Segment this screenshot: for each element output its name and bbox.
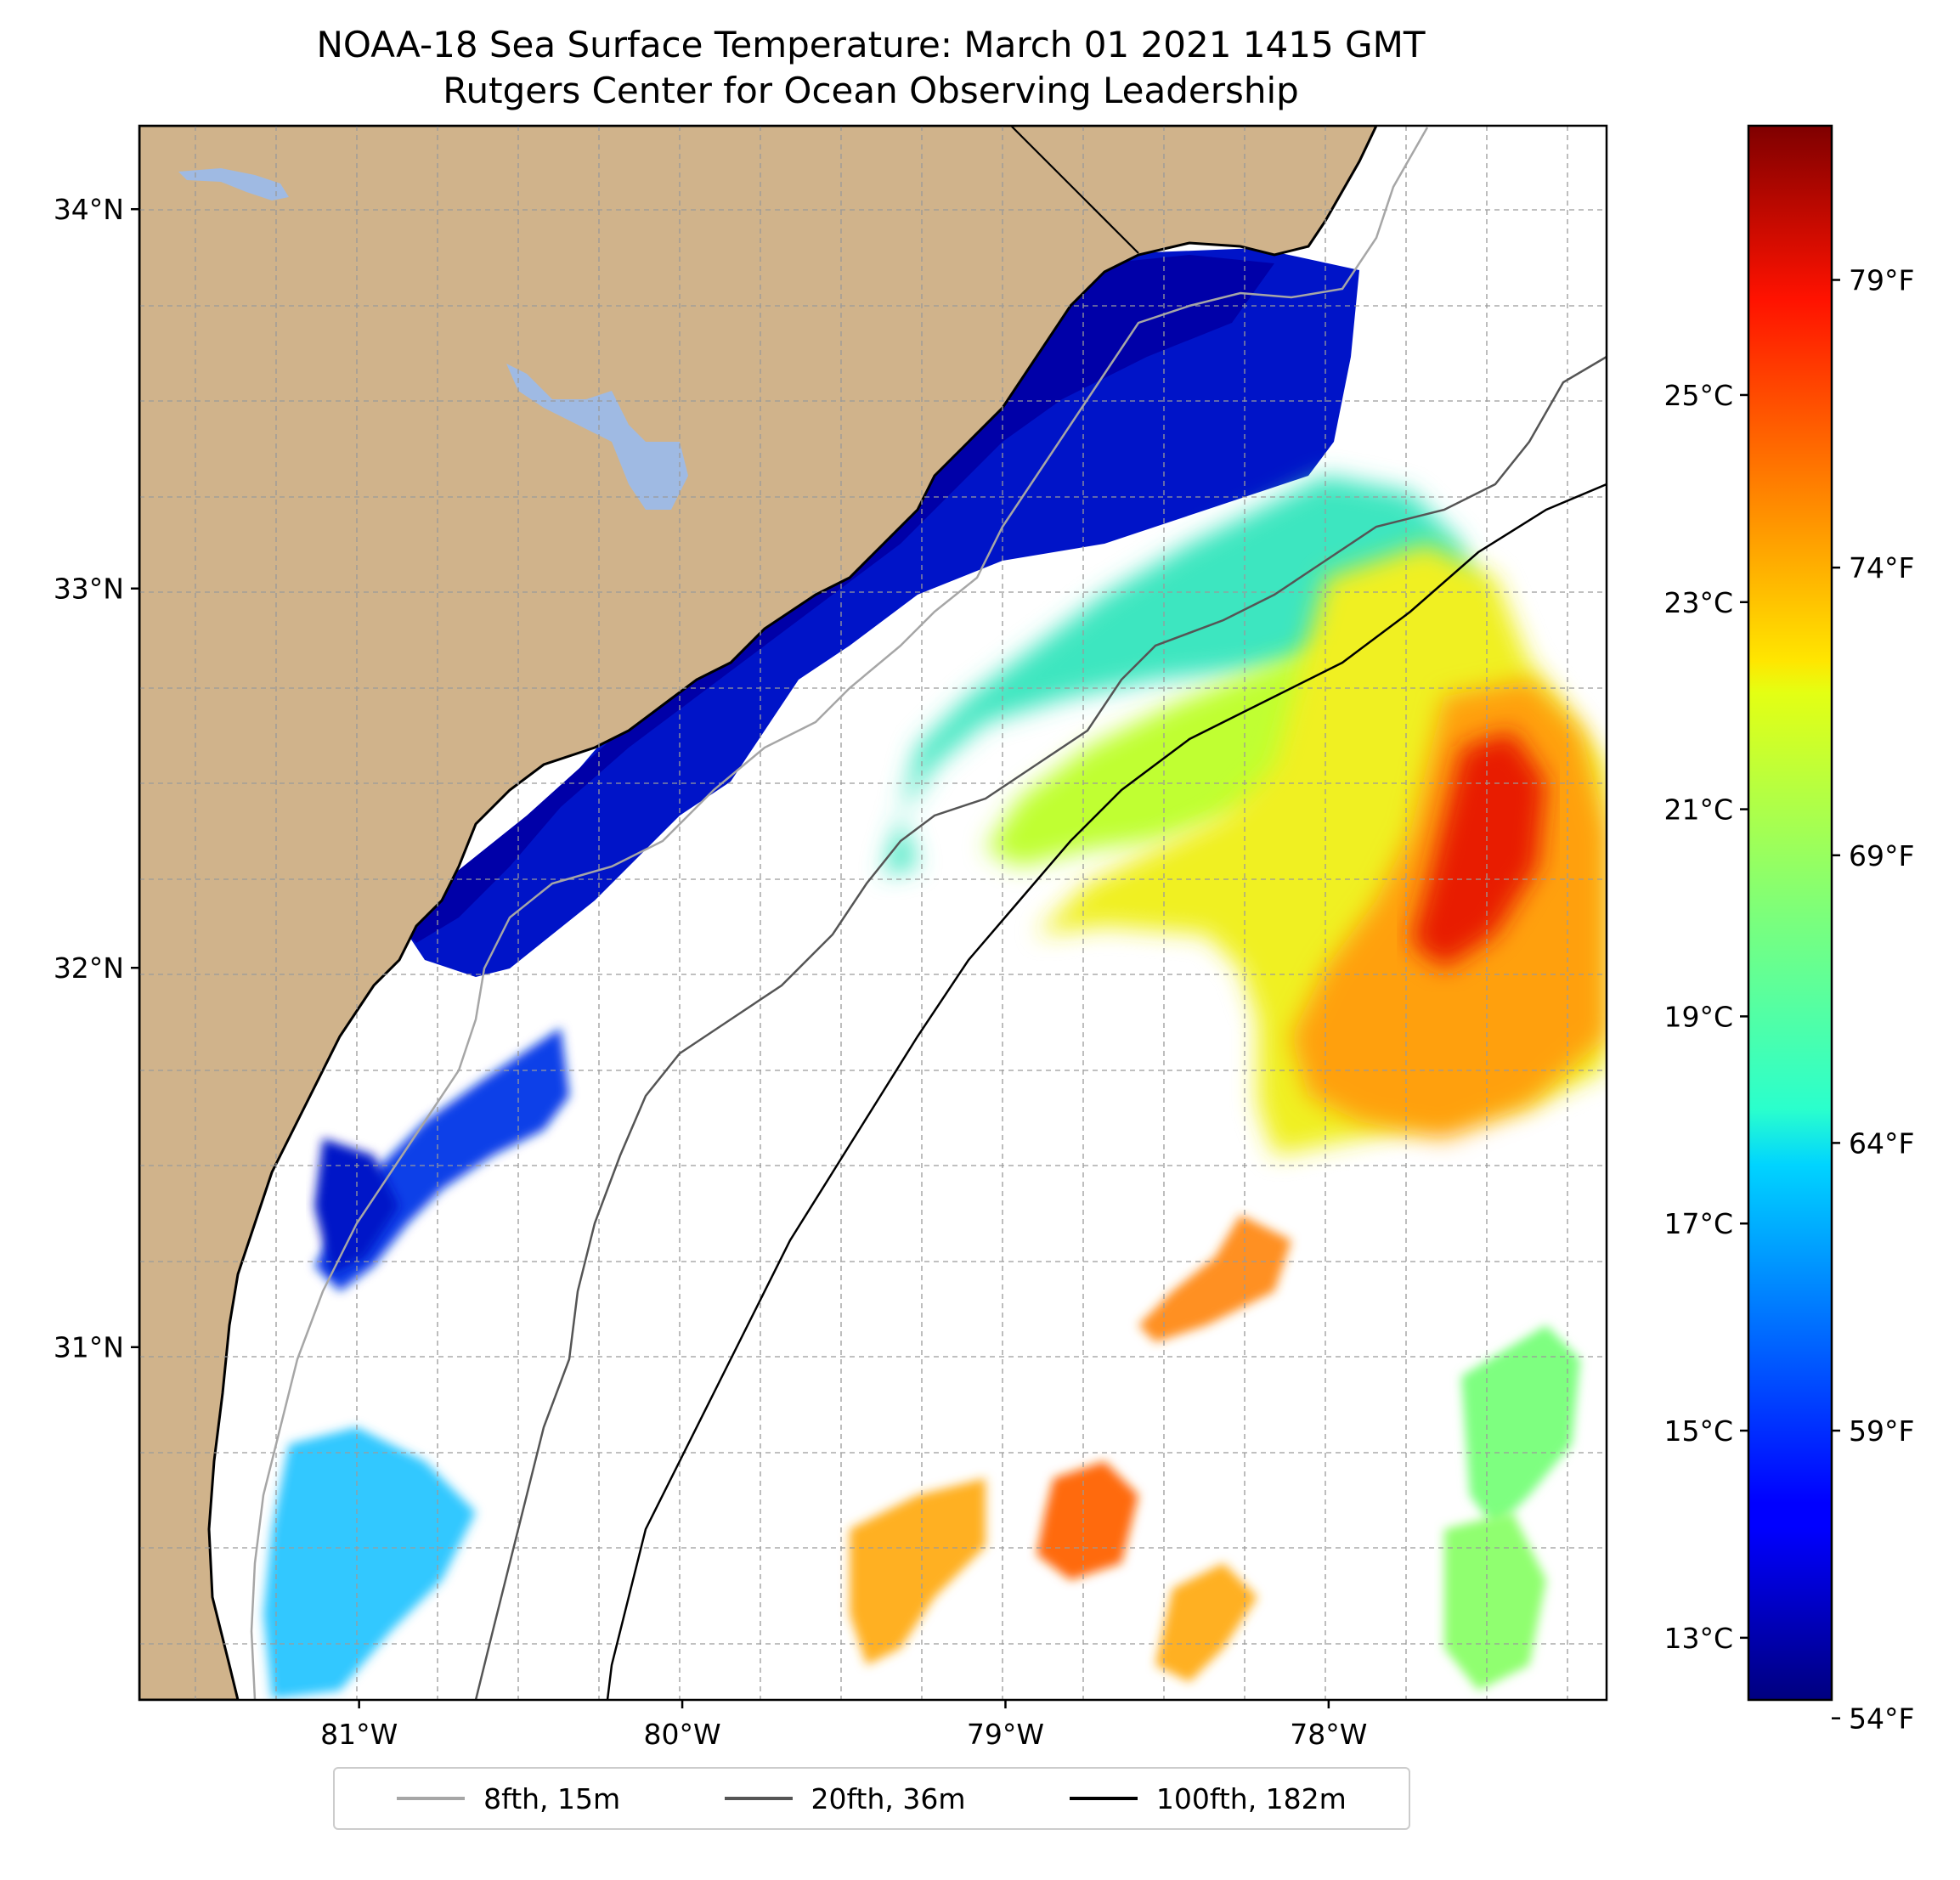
colorbar-c-tick-label: 13°C bbox=[1663, 1622, 1733, 1655]
lon-tick-label: 80°W bbox=[644, 1718, 721, 1751]
sst-patch-offshore-2 bbox=[850, 1478, 986, 1665]
map-title: NOAA-18 Sea Surface Temperature: March 0… bbox=[316, 24, 1426, 65]
lon-tick-label: 79°W bbox=[967, 1718, 1044, 1751]
map-area bbox=[139, 126, 1607, 1700]
land-mainland bbox=[139, 126, 1378, 1700]
lat-tick-label: 34°N bbox=[54, 193, 124, 226]
longitude-axis: 81°W 80°W 79°W 78°W bbox=[320, 1700, 1367, 1751]
legend-item-100fth: 100fth, 182m bbox=[1069, 1781, 1347, 1815]
lat-tick-label: 33°N bbox=[54, 573, 124, 606]
sst-patch-offshore-1 bbox=[1138, 1215, 1291, 1342]
isobath-100fth-182m bbox=[606, 483, 1607, 1700]
colorbar-f-tick-label: 54°F bbox=[1849, 1702, 1914, 1736]
legend-swatch-100fth bbox=[1069, 1797, 1138, 1800]
lon-tick-label: 78°W bbox=[1290, 1718, 1367, 1751]
sst-patch-coastal-cold bbox=[408, 248, 1359, 977]
isobath-legend: 8fth, 15m 20fth, 36m 100fth, 182m bbox=[333, 1767, 1410, 1830]
isobath-8fth-15m bbox=[250, 127, 1429, 1700]
lake-2 bbox=[506, 364, 688, 510]
legend-swatch-20fth bbox=[724, 1797, 793, 1800]
sst-data-layer bbox=[263, 248, 1607, 1699]
legend-item-8fth: 8fth, 15m bbox=[397, 1782, 620, 1815]
legend-label-8fth: 8fth, 15m bbox=[483, 1781, 621, 1815]
sst-patch-lower-shelf-2 bbox=[314, 1138, 399, 1274]
colorbar-f-tick-label: 74°F bbox=[1849, 551, 1914, 584]
sst-patch-offshore-6 bbox=[1444, 1512, 1546, 1691]
colorbar-c-tick-label: 23°C bbox=[1663, 586, 1733, 619]
sst-patch-offshore-3 bbox=[1036, 1461, 1138, 1580]
sst-patch-lower-shelf-cyan bbox=[263, 1427, 476, 1699]
isobath-20fth-36m bbox=[474, 355, 1607, 1700]
legend-label-20fth: 20fth, 36m bbox=[811, 1781, 966, 1815]
colorbar-c-tick-label: 25°C bbox=[1663, 379, 1733, 412]
lake-1 bbox=[178, 168, 289, 200]
colorbar-c-tick-label: 15°C bbox=[1663, 1414, 1733, 1448]
lat-tick-label: 31°N bbox=[54, 1331, 124, 1364]
colorbar-celsius-axis: 13°C 15°C 17°C 19°C 21°C 23°C 25°C bbox=[1663, 379, 1748, 1655]
legend-label-100fth: 100fth, 182m bbox=[1155, 1781, 1347, 1815]
map-frame bbox=[138, 124, 1608, 1702]
sst-patch-midshelf bbox=[884, 476, 1478, 875]
lat-tick-label: 32°N bbox=[54, 951, 124, 985]
colorbar-gradient bbox=[1748, 126, 1832, 1700]
legend-swatch-8fth bbox=[397, 1797, 466, 1800]
gridlines bbox=[139, 126, 1607, 1700]
colorbar-fahrenheit-axis: 54°F 59°F 64°F 69°F 74°F 79°F bbox=[1832, 264, 1914, 1736]
colorbar-c-tick-label: 17°C bbox=[1663, 1207, 1733, 1240]
sst-patch-coastal-dark bbox=[399, 255, 1274, 943]
colorbar-frame bbox=[1747, 124, 1833, 1702]
latitude-axis: 34°N 33°N 32°N 31°N bbox=[54, 193, 139, 1364]
colorbar-f-tick-label: 69°F bbox=[1849, 839, 1914, 872]
sst-patch-offshore-5 bbox=[1461, 1325, 1580, 1529]
legend-item-20fth: 20fth, 36m bbox=[724, 1781, 966, 1815]
map-subtitle: Rutgers Center for Ocean Observing Leade… bbox=[443, 70, 1299, 111]
colorbar-c-tick-label: 21°C bbox=[1663, 793, 1733, 827]
sst-patch-offshore-4 bbox=[1155, 1563, 1257, 1682]
lakes bbox=[178, 168, 688, 510]
colorbar-f-tick-label: 64°F bbox=[1849, 1126, 1914, 1160]
colorbar-c-tick-label: 19°C bbox=[1663, 1000, 1733, 1033]
sst-patch-gulfstream-red bbox=[1410, 731, 1546, 968]
colorbar-f-tick-label: 59°F bbox=[1849, 1414, 1914, 1448]
state-boundary bbox=[1010, 126, 1139, 254]
colorbar-f-tick-label: 79°F bbox=[1849, 264, 1914, 297]
lon-tick-label: 81°W bbox=[320, 1718, 398, 1751]
